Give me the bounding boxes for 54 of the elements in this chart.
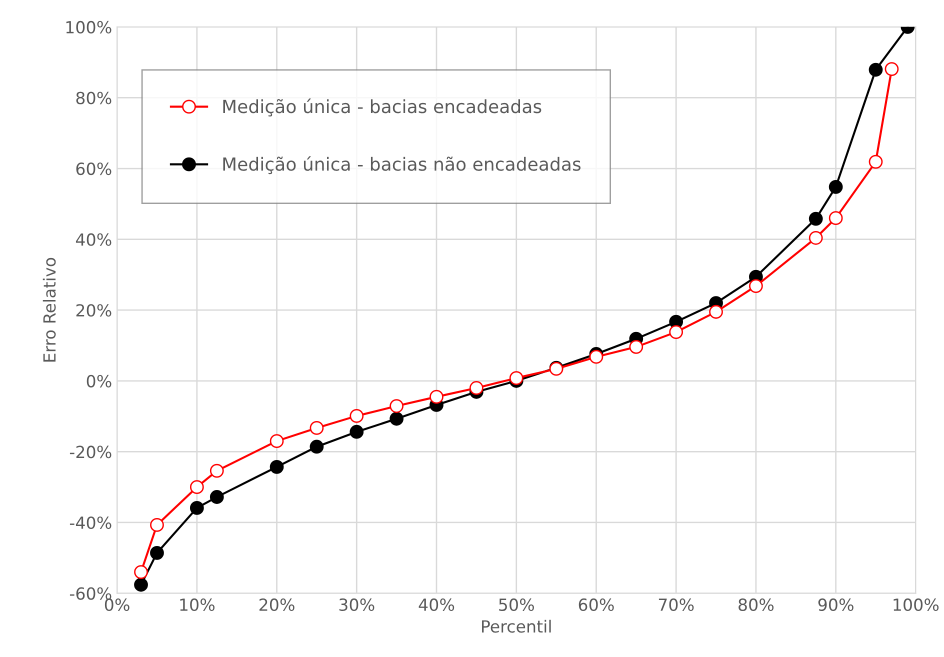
point (509, 371, 524, 386)
point (150, 546, 164, 560)
point (709, 304, 723, 319)
point (350, 408, 364, 423)
y-tick-label: 80% (76, 92, 112, 104)
point (310, 440, 324, 454)
point (469, 381, 484, 395)
point (210, 464, 224, 478)
point (210, 490, 224, 504)
y-tick-label: -20% (70, 446, 112, 458)
point (270, 460, 284, 474)
y-tick-label: 100% (66, 20, 112, 34)
legend-label: Medição única - bacias encadeadas (223, 98, 542, 116)
point (749, 279, 763, 293)
x-tick-label: 10% (180, 598, 215, 612)
point (150, 518, 164, 532)
point (390, 399, 404, 413)
point (629, 340, 644, 354)
y-axis-title: Erro Relativo (42, 258, 56, 362)
y-tick-label: -40% (70, 516, 112, 530)
x-tick-label: 0% (104, 598, 130, 612)
x-tick-label: 70% (658, 598, 694, 612)
x-tick-label: 80% (738, 598, 774, 612)
x-tick-label: 20% (259, 598, 294, 612)
point (669, 325, 684, 339)
point (190, 480, 204, 494)
point (868, 154, 883, 169)
point (310, 421, 324, 435)
point (589, 350, 604, 364)
point (868, 62, 883, 77)
y-tick-label: -60% (70, 587, 112, 600)
x-tick-label: 50% (499, 598, 534, 612)
x-tick-label: 30% (339, 598, 374, 612)
y-tick-label: 20% (76, 304, 112, 317)
y-tick-label: 40% (76, 233, 112, 246)
legend-label: Medição única - bacias não encadeadas (223, 156, 581, 174)
point (808, 212, 823, 226)
point (430, 390, 444, 404)
point (350, 424, 364, 439)
x-tick-label: 100% (894, 598, 939, 612)
point (190, 501, 204, 515)
point (134, 565, 148, 579)
x-axis-title: Percentil (482, 620, 551, 633)
y-tick-label: 60% (76, 162, 112, 176)
point (390, 412, 404, 426)
point (270, 434, 284, 448)
x-tick-label: 40% (418, 598, 454, 612)
x-tick-label: 90% (818, 598, 854, 612)
point (808, 230, 823, 245)
y-tick-label: 0% (86, 374, 112, 388)
point (134, 578, 148, 592)
point (828, 180, 843, 194)
x-tick-label: 60% (578, 598, 614, 612)
point (828, 211, 843, 226)
